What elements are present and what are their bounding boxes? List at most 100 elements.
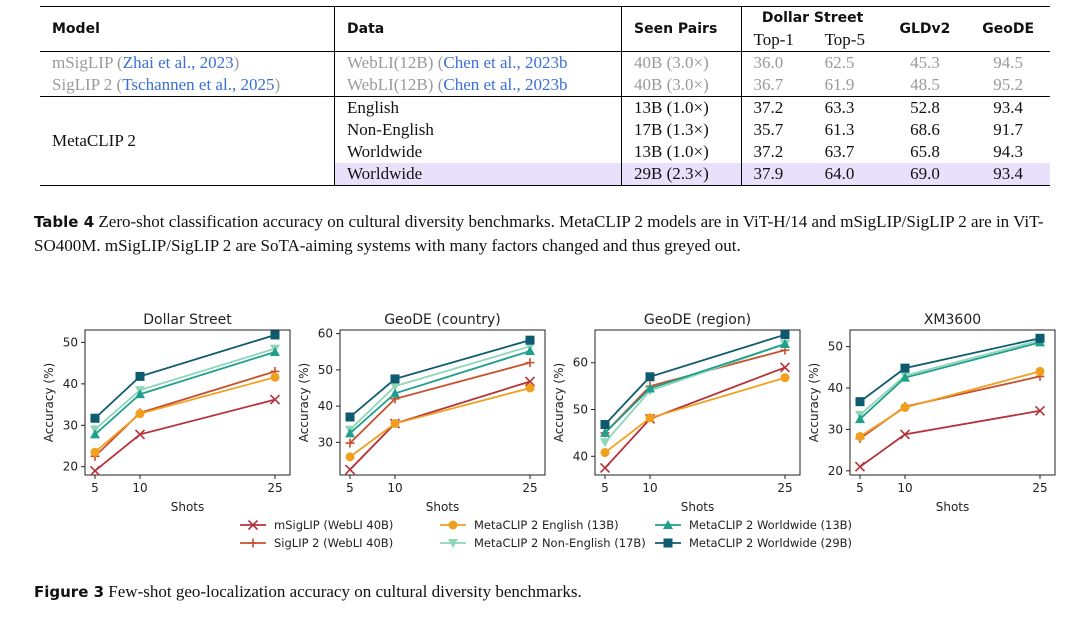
table-row-highlighted: Worldwide 29B (2.3×) 37.9 64.0 69.0 93.4 bbox=[40, 163, 1050, 186]
data-point bbox=[525, 335, 535, 345]
data-point bbox=[345, 452, 355, 462]
data-point bbox=[780, 330, 790, 340]
gldv2-cell: 45.3 bbox=[910, 53, 940, 72]
x-tick-label: 10 bbox=[642, 481, 657, 495]
top5-cell: 64.0 bbox=[812, 163, 884, 186]
x-tick-label: 5 bbox=[346, 481, 354, 495]
data-point bbox=[780, 373, 790, 383]
data-point bbox=[134, 429, 146, 440]
table-row: Non-English 17B (1.3×) 35.7 61.3 68.6 91… bbox=[40, 119, 1050, 141]
top1-cell: 37.2 bbox=[740, 141, 813, 163]
legend-marker bbox=[248, 538, 258, 548]
y-tick-label: 40 bbox=[573, 449, 588, 463]
header-geode: GeoDE bbox=[966, 6, 1050, 52]
data-point bbox=[390, 382, 400, 392]
citation-link[interactable]: Chen et al., 2023b bbox=[443, 53, 568, 72]
data-point bbox=[779, 362, 791, 373]
series-line bbox=[859, 339, 1041, 416]
data-point bbox=[855, 431, 865, 441]
data-point bbox=[525, 346, 535, 356]
legend-marker bbox=[663, 538, 673, 548]
seen-pairs-cell: 29B (2.3×) bbox=[621, 163, 742, 186]
legend-label: MetaCLIP 2 Worldwide (13B) bbox=[689, 518, 852, 532]
y-tick-label: 60 bbox=[318, 327, 333, 341]
data-point bbox=[899, 429, 911, 440]
data-point bbox=[390, 388, 400, 398]
y-tick-label: 40 bbox=[63, 377, 78, 391]
data-point bbox=[900, 402, 910, 412]
data-point bbox=[269, 394, 281, 405]
data-point bbox=[135, 371, 145, 381]
chart-title: Dollar Street bbox=[143, 312, 232, 328]
data-point bbox=[390, 419, 400, 429]
chart-panel: Dollar Street 5 10 25 20 30 40 50 Shots Accuracy … bbox=[42, 312, 291, 514]
data-point bbox=[90, 429, 100, 439]
figure-caption-text: Few-shot geo-localization accuracy on cu… bbox=[108, 582, 582, 601]
chart-panel: GeoDE (country) 5 10 25 30 40 50 60 Shots Accurac… bbox=[297, 312, 546, 514]
y-tick-label: 30 bbox=[63, 418, 78, 432]
legend-marker bbox=[663, 520, 673, 529]
legend-label: MetaCLIP 2 Non-English (17B) bbox=[474, 536, 646, 550]
data-point bbox=[345, 438, 355, 448]
y-tick-label: 60 bbox=[573, 356, 588, 370]
series-line bbox=[349, 350, 531, 434]
top5-cell: 63.3 bbox=[824, 98, 855, 117]
legend-marker bbox=[247, 519, 259, 531]
chart-panel: XM3600 5 10 25 20 30 40 50 Shots Accuracy (%) bbox=[807, 312, 1056, 514]
data-point bbox=[900, 372, 910, 382]
y-tick-label: 20 bbox=[828, 464, 843, 478]
x-tick-label: 25 bbox=[1032, 481, 1047, 495]
legend-label: mSigLIP (WebLI 40B) bbox=[274, 518, 393, 532]
x-axis-label: Shots bbox=[426, 500, 460, 514]
data-point bbox=[600, 438, 610, 448]
data-point bbox=[645, 383, 655, 393]
y-axis-label: Accuracy (%) bbox=[807, 363, 821, 442]
data-point bbox=[135, 389, 145, 399]
header-top5: Top-5 bbox=[812, 29, 884, 52]
data-point bbox=[599, 462, 611, 474]
header-top1: Top-1 bbox=[740, 29, 813, 52]
citation-link[interactable]: Tschannen et al., 2025 bbox=[122, 75, 275, 94]
model-name-metaclip: MetaCLIP 2 bbox=[40, 96, 335, 186]
header-data: Data bbox=[334, 6, 622, 52]
data-point bbox=[345, 428, 355, 438]
citation-link[interactable]: Chen et al., 2023b bbox=[443, 75, 568, 94]
data-point bbox=[1034, 405, 1046, 416]
data-point bbox=[270, 346, 280, 356]
data-point bbox=[344, 464, 356, 475]
y-tick-label: 50 bbox=[63, 335, 78, 349]
legend-label: SigLIP 2 (WebLI 40B) bbox=[274, 536, 393, 550]
figure-caption: Figure 3 Few-shot geo-localization accur… bbox=[34, 580, 1054, 604]
header-gldv2: GLDv2 bbox=[883, 6, 967, 52]
top1-cell: 35.7 bbox=[740, 119, 813, 141]
data-point bbox=[1035, 366, 1045, 376]
plot-frame bbox=[849, 329, 1056, 476]
x-axis-label: Shots bbox=[681, 500, 715, 514]
table-row: Worldwide 13B (1.0×) 37.2 63.7 65.8 94.3 bbox=[40, 141, 1050, 163]
data-name-cell: English bbox=[334, 96, 622, 119]
geode-cell: 91.7 bbox=[993, 120, 1024, 139]
data-point bbox=[854, 461, 866, 472]
data-point bbox=[135, 409, 145, 419]
table-caption: Table 4 Zero-shot classification accurac… bbox=[34, 210, 1054, 258]
series-line bbox=[604, 366, 786, 469]
series-line bbox=[94, 376, 276, 453]
chart-title: GeoDE (region) bbox=[644, 312, 751, 328]
data-name-cell: WebLI(12B) bbox=[347, 53, 434, 72]
y-tick-label: 40 bbox=[828, 381, 843, 395]
data-point bbox=[525, 383, 535, 393]
seen-pairs-cell: 40B (3.0×) bbox=[621, 74, 742, 97]
model-name: mSigLIP bbox=[52, 53, 113, 72]
data-point bbox=[855, 414, 865, 424]
data-point bbox=[600, 448, 610, 458]
x-tick-label: 25 bbox=[522, 481, 537, 495]
top1-cell: 36.7 bbox=[740, 74, 813, 97]
data-point bbox=[780, 339, 790, 349]
data-point bbox=[1035, 333, 1045, 343]
y-tick-label: 30 bbox=[828, 422, 843, 436]
seen-pairs-cell: 13B (1.0×) bbox=[621, 141, 742, 163]
y-tick-label: 50 bbox=[318, 363, 333, 377]
citation-link[interactable]: Zhai et al., 2023 bbox=[122, 53, 234, 72]
plot-frame bbox=[594, 329, 801, 476]
x-axis-label: Shots bbox=[936, 500, 970, 514]
